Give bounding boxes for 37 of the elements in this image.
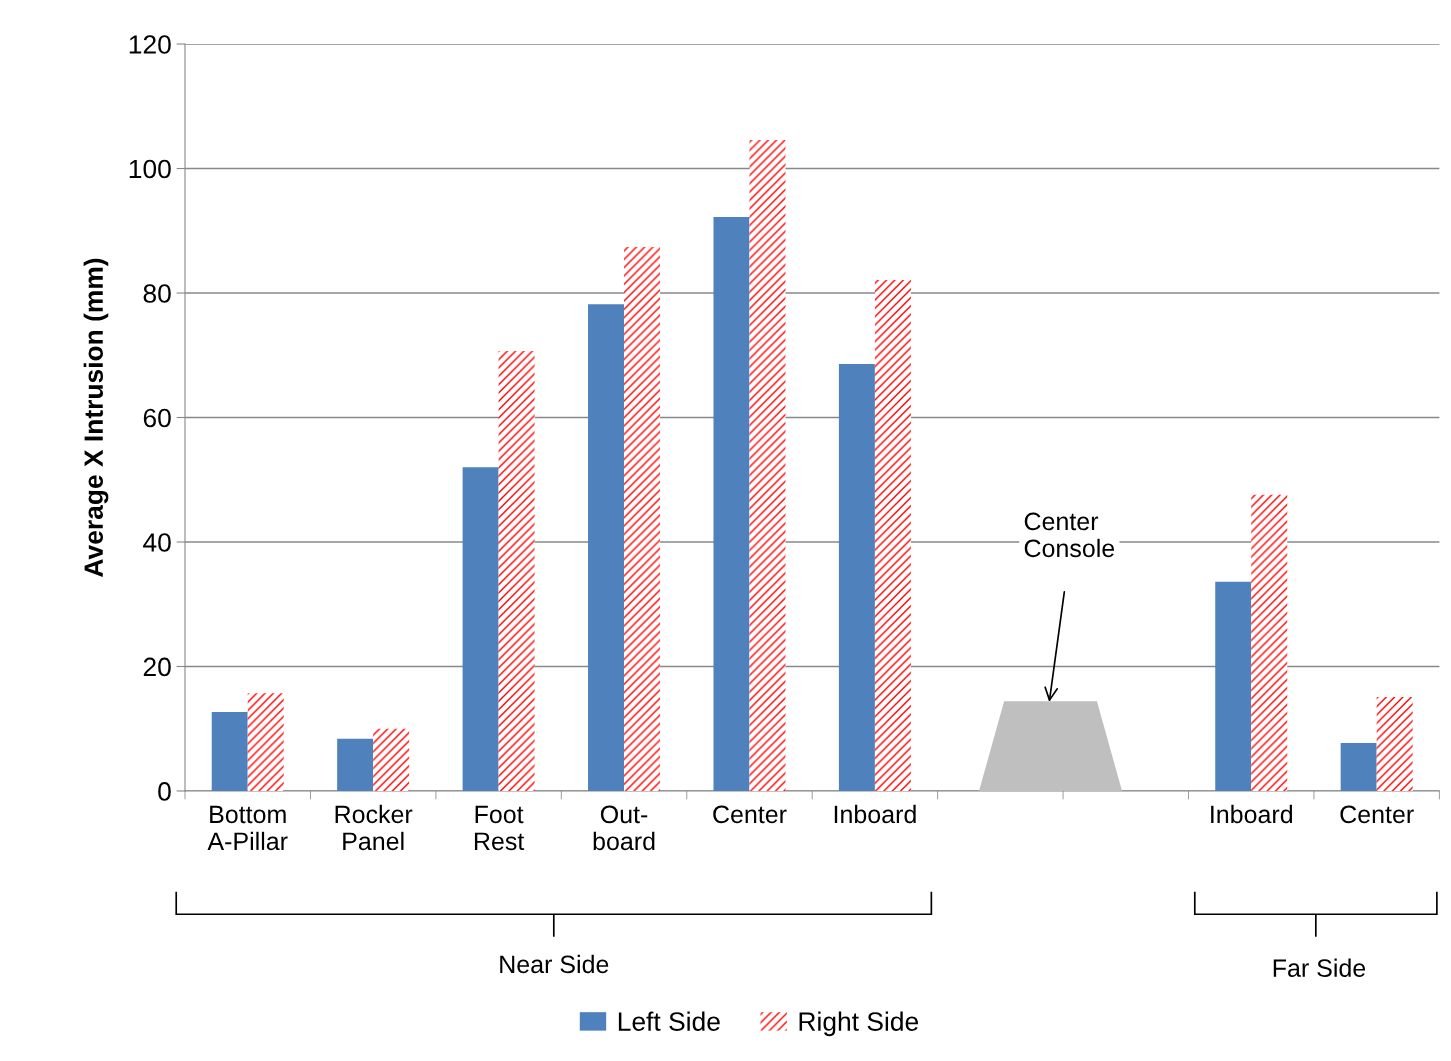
bar	[838, 363, 875, 791]
bar	[1340, 743, 1377, 791]
annotation: Center Console	[1024, 512, 1115, 558]
y-tick-label: 0	[158, 782, 171, 801]
bar	[588, 304, 625, 791]
bar	[1215, 581, 1252, 791]
y-tick-label: 100	[129, 159, 171, 179]
x-tick-label: Bottom A-Pillar	[207, 805, 288, 851]
y-tick-label: 80	[143, 284, 171, 303]
bar	[462, 467, 499, 791]
y-axis-title: Average X Intrusion (mm)	[83, 258, 109, 577]
bar	[498, 350, 535, 791]
y-tick-label: 40	[143, 533, 171, 552]
y-tick-label: 60	[143, 408, 171, 428]
text: Far Side	[1273, 958, 1366, 977]
legend-label: Left Side	[618, 1011, 720, 1031]
text: Near Side	[500, 954, 609, 974]
bar	[1251, 494, 1288, 791]
bar	[1376, 696, 1413, 791]
bar	[211, 711, 248, 791]
y-tick-label: 20	[143, 657, 171, 677]
bar	[373, 728, 410, 791]
legend-label: Right Side	[799, 1011, 918, 1037]
x-tick-label: Out- board	[593, 805, 655, 851]
y-tick-label: 120	[129, 35, 171, 54]
bar	[624, 246, 661, 791]
x-tick-label: Center	[1340, 805, 1414, 824]
bar	[874, 279, 911, 791]
bar	[713, 217, 750, 791]
x-tick-label: Inboard	[834, 804, 916, 824]
x-tick-label: Inboard	[1211, 804, 1293, 824]
bar	[337, 738, 374, 791]
x-tick-label: Rocker Panel	[335, 804, 413, 851]
bar	[749, 139, 786, 791]
x-tick-label: Foot Rest	[474, 805, 525, 851]
x-tick-label: Center	[713, 805, 787, 824]
bar	[247, 693, 284, 791]
